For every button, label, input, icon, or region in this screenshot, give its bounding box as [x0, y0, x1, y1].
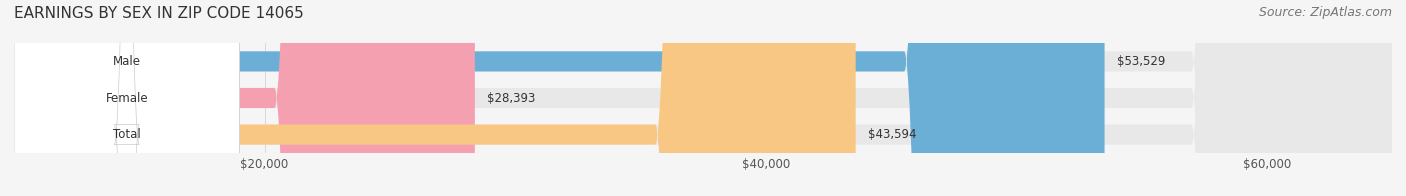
FancyBboxPatch shape: [14, 0, 1392, 196]
FancyBboxPatch shape: [14, 0, 475, 196]
FancyBboxPatch shape: [14, 0, 239, 196]
FancyBboxPatch shape: [14, 0, 1392, 196]
Text: $43,594: $43,594: [868, 128, 917, 141]
FancyBboxPatch shape: [14, 0, 239, 196]
FancyBboxPatch shape: [14, 0, 1392, 196]
FancyBboxPatch shape: [14, 0, 1105, 196]
Text: Total: Total: [112, 128, 141, 141]
FancyBboxPatch shape: [14, 0, 239, 196]
Text: Male: Male: [112, 55, 141, 68]
Text: Female: Female: [105, 92, 148, 104]
Text: $28,393: $28,393: [488, 92, 536, 104]
Text: Source: ZipAtlas.com: Source: ZipAtlas.com: [1258, 6, 1392, 19]
Text: EARNINGS BY SEX IN ZIP CODE 14065: EARNINGS BY SEX IN ZIP CODE 14065: [14, 6, 304, 21]
Text: $53,529: $53,529: [1118, 55, 1166, 68]
FancyBboxPatch shape: [14, 0, 856, 196]
